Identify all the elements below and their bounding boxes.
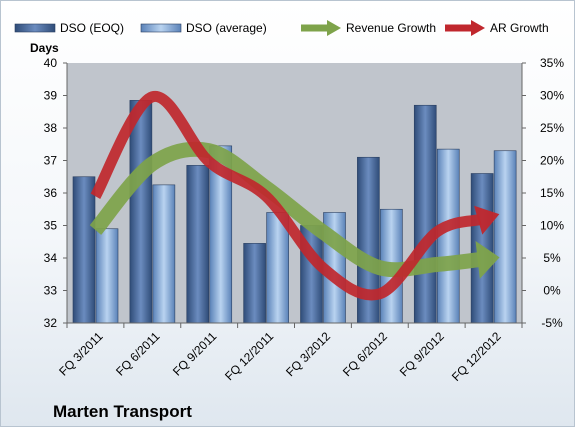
x-tick-label: FQ 3/2012: [283, 329, 333, 379]
y2-tick-label: 15%: [540, 186, 564, 200]
x-tick-label: FQ 6/2011: [113, 329, 163, 379]
bar: [413, 104, 437, 324]
growth-lines: [89, 91, 500, 301]
y-tick-label: 35: [44, 219, 58, 233]
y2-tick-label: -5%: [541, 316, 563, 330]
bars: [72, 100, 517, 324]
y-axis-right: -5% 0% 5% 10% 15% 20% 25% 30% 35%: [521, 56, 564, 330]
legend-label: Revenue Growth: [346, 21, 436, 35]
x-axis: FQ 3/2011 FQ 6/2011 FQ 9/2011 FQ 12/2011 FQ …: [56, 322, 523, 384]
y-axis-label: Days: [30, 41, 59, 55]
legend-arrowhead: [327, 20, 341, 36]
bar: [493, 150, 517, 324]
x-tick-label: FQ 12/2012: [449, 329, 504, 384]
legend: DSO (EOQ) DSO (average) Revenue Growth AR G…: [14, 20, 549, 36]
growth-arrowhead: [474, 205, 500, 235]
y2-tick-label: 30%: [540, 89, 564, 103]
bar: [186, 165, 210, 324]
y2-tick-label: 5%: [543, 251, 561, 265]
chart-title: Marten Transport: [53, 402, 192, 421]
y-tick-label: 36: [44, 186, 58, 200]
y-tick-label: 38: [44, 121, 58, 135]
y-axis-left: 32 33 34 35 36 37 38 39 40: [44, 56, 68, 330]
y2-tick-label: 20%: [540, 154, 564, 168]
x-tick-label: FQ 9/2012: [397, 329, 447, 379]
bar: [152, 184, 176, 324]
legend-swatch: [140, 23, 182, 33]
growth-arrowhead: [475, 240, 500, 279]
y-tick-label: 37: [44, 154, 58, 168]
y2-tick-label: 0%: [543, 284, 561, 298]
bar: [72, 176, 96, 324]
x-tick-label: FQ 12/2011: [222, 329, 276, 383]
y-tick-label: 39: [44, 89, 58, 103]
y-tick-label: 40: [44, 56, 58, 70]
y2-tick-label: 35%: [540, 56, 564, 70]
bar: [129, 100, 153, 324]
bar: [266, 212, 289, 324]
y-tick-label: 33: [44, 284, 58, 298]
legend-label: DSO (EOQ): [60, 21, 124, 35]
legend-label: AR Growth: [490, 21, 549, 35]
y-tick-label: 32: [44, 316, 58, 330]
growth-line: [90, 91, 482, 301]
legend-arrowhead: [471, 20, 485, 36]
legend-label: DSO (average): [186, 21, 267, 35]
bar: [436, 148, 460, 324]
x-tick-label: FQ 3/2011: [56, 329, 106, 379]
bar: [95, 228, 119, 324]
y-tick-label: 34: [44, 251, 58, 265]
x-tick-label: FQ 6/2012: [340, 329, 390, 379]
legend-swatch: [14, 23, 56, 33]
y2-tick-label: 25%: [540, 121, 564, 135]
x-tick-label: FQ 9/2011: [170, 329, 220, 379]
bar: [243, 243, 266, 324]
y2-tick-label: 10%: [540, 219, 564, 233]
growth-line: [89, 141, 481, 278]
